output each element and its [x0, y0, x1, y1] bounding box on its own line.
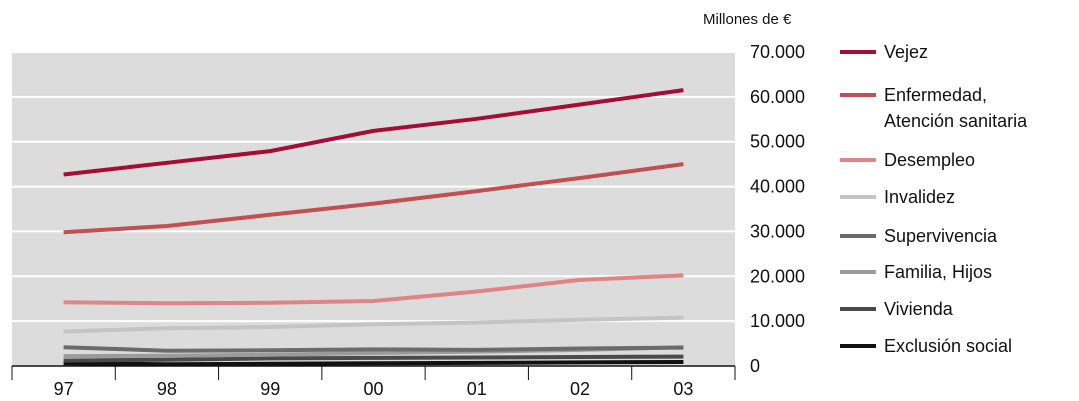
- series-line: [63, 345, 684, 353]
- y-axis-unit-label: Millones de €: [703, 11, 792, 28]
- y-tick-label: 50.000: [750, 132, 805, 152]
- legend-label: Exclusión social: [884, 336, 1012, 356]
- legend-label: Familia, Hijos: [884, 262, 992, 282]
- gridlines: [12, 51, 735, 323]
- y-tick-label: 10.000: [750, 311, 805, 331]
- legend: Vejez Enfermedad, Atención sanitaria Desemp…: [840, 42, 1028, 356]
- y-tick-label: 70.000: [750, 42, 805, 62]
- plot-area: [12, 52, 735, 366]
- x-tick-label: 02: [570, 379, 590, 399]
- y-tick-label: 40.000: [750, 177, 805, 197]
- legend-item: Enfermedad, Atención sanitaria: [840, 85, 1028, 131]
- legend-item: Supervivencia: [840, 226, 998, 246]
- legend-label: Enfermedad,: [884, 85, 987, 105]
- legend-label: Vejez: [884, 42, 928, 62]
- x-tick-label: 98: [157, 379, 177, 399]
- x-tick-label: 97: [54, 379, 74, 399]
- y-tick-label: 30.000: [750, 221, 805, 241]
- x-tick-label: 99: [260, 379, 280, 399]
- legend-label: Atención sanitaria: [884, 111, 1028, 131]
- x-tick-labels: 97 98 99 00 01 02 03: [54, 379, 694, 399]
- x-axis: [11, 365, 736, 380]
- x-tick-label: 01: [467, 379, 487, 399]
- legend-item: Invalidez: [840, 187, 955, 207]
- legend-item: Exclusión social: [840, 336, 1012, 356]
- series-line: [63, 273, 684, 306]
- series-line: [63, 162, 684, 235]
- series-line: [63, 360, 684, 367]
- legend-item: Vejez: [840, 42, 928, 62]
- legend-label: Invalidez: [884, 187, 955, 207]
- legend-label: Vivienda: [884, 299, 954, 319]
- legend-item: Familia, Hijos: [840, 262, 992, 282]
- y-tick-labels: 0 10.000 20.000 30.000 40.000 50.000 60.000 70.…: [750, 42, 805, 376]
- y-tick-label: 20.000: [750, 266, 805, 286]
- y-tick-label: 0: [750, 356, 760, 376]
- legend-item: Vivienda: [840, 299, 954, 319]
- legend-label: Desempleo: [884, 150, 975, 170]
- series-line: [63, 88, 684, 177]
- legend-item: Desempleo: [840, 150, 975, 170]
- y-tick-label: 60.000: [750, 87, 805, 107]
- series-line: [63, 315, 684, 334]
- x-tick-label: 00: [363, 379, 383, 399]
- series-line: [63, 354, 684, 363]
- x-tick-label: 03: [673, 379, 693, 399]
- series-lines: [63, 88, 684, 367]
- legend-label: Supervivencia: [884, 226, 998, 246]
